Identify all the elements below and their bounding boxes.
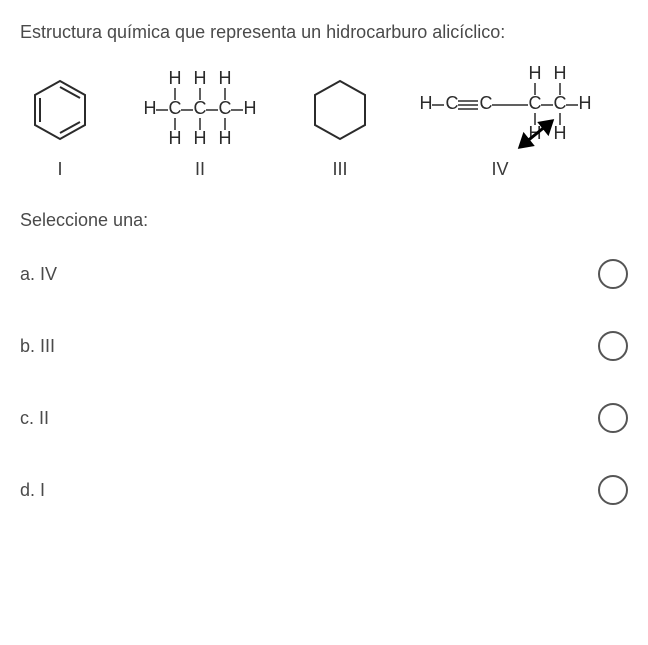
radio-b[interactable]	[598, 331, 628, 361]
select-prompt: Seleccione una:	[20, 210, 628, 231]
option-a[interactable]: a. IV	[20, 259, 628, 289]
svg-text:H: H	[554, 65, 567, 83]
option-b[interactable]: b. III	[20, 331, 628, 361]
structure-1: I	[20, 65, 100, 180]
svg-text:H: H	[420, 93, 433, 113]
butyne-drawing: H H H C C C C	[400, 65, 600, 155]
svg-text:H: H	[554, 123, 567, 143]
structure-3-label: III	[332, 159, 347, 180]
svg-text:C: C	[446, 93, 459, 113]
structures-row: I H H H H C C	[20, 65, 628, 180]
cyclohexane-drawing	[305, 65, 375, 155]
options-list: a. IV b. III c. II d. I	[20, 259, 628, 505]
option-d[interactable]: d. I	[20, 475, 628, 505]
svg-text:H: H	[579, 93, 592, 113]
svg-text:H: H	[169, 128, 182, 148]
question-text: Estructura química que representa un hid…	[20, 20, 628, 45]
option-a-label: a. IV	[20, 264, 57, 285]
svg-text:C: C	[194, 98, 207, 118]
propane-drawing: H H H H C C C H	[120, 65, 280, 155]
svg-text:H: H	[169, 70, 182, 88]
option-b-label: b. III	[20, 336, 55, 357]
svg-text:H: H	[144, 98, 157, 118]
option-c[interactable]: c. II	[20, 403, 628, 433]
radio-a[interactable]	[598, 259, 628, 289]
option-d-label: d. I	[20, 480, 45, 501]
svg-text:H: H	[219, 128, 232, 148]
radio-d[interactable]	[598, 475, 628, 505]
structure-1-label: I	[57, 159, 62, 180]
svg-text:H: H	[194, 128, 207, 148]
structure-4-label: IV	[491, 159, 508, 180]
svg-text:C: C	[554, 93, 567, 113]
svg-text:H: H	[529, 65, 542, 83]
svg-text:C: C	[480, 93, 493, 113]
svg-text:C: C	[529, 93, 542, 113]
structure-2: H H H H C C C H	[120, 65, 280, 180]
svg-text:H: H	[244, 98, 257, 118]
structure-2-label: II	[195, 159, 205, 180]
radio-c[interactable]	[598, 403, 628, 433]
structure-4: H H H C C C C	[400, 65, 600, 180]
svg-text:H: H	[219, 70, 232, 88]
svg-text:C: C	[169, 98, 182, 118]
option-c-label: c. II	[20, 408, 49, 429]
benzene-drawing	[25, 65, 95, 155]
svg-text:H: H	[194, 70, 207, 88]
svg-text:C: C	[219, 98, 232, 118]
structure-3: III	[300, 65, 380, 180]
